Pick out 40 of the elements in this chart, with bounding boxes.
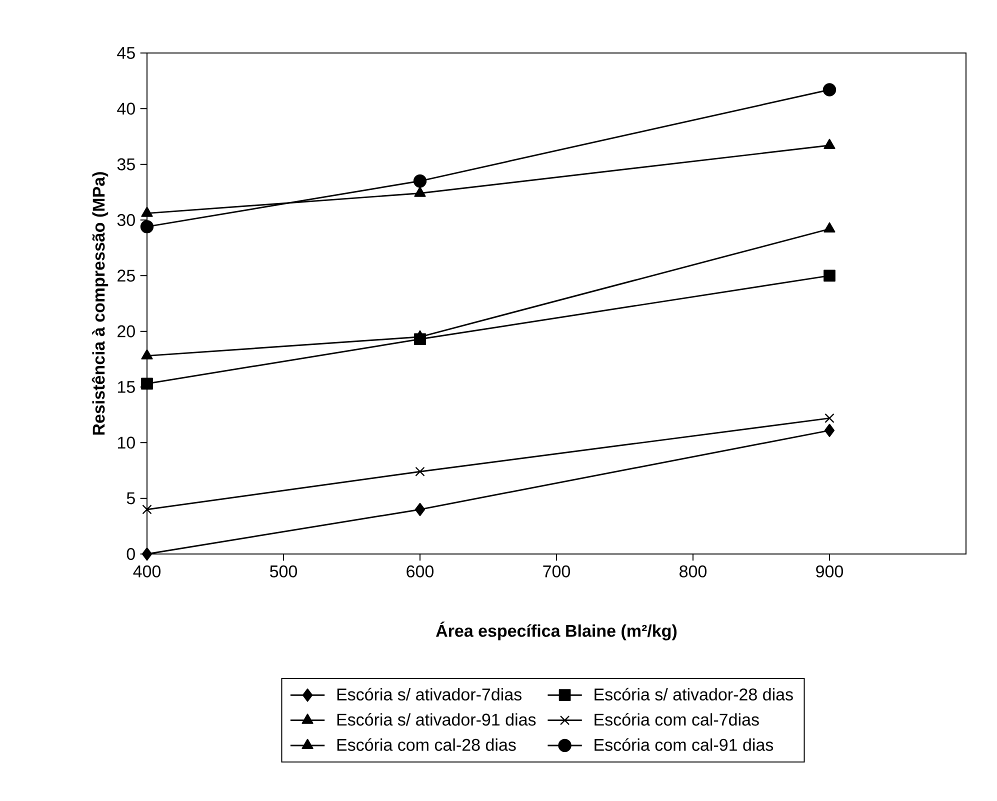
point <box>824 424 835 438</box>
point <box>142 547 152 561</box>
point <box>141 349 153 360</box>
point <box>142 504 152 514</box>
point <box>824 270 836 282</box>
point <box>824 413 834 424</box>
y-tick-label: 15 <box>118 381 135 393</box>
point <box>824 222 836 233</box>
y-axis-title: Resistência à compressão (MPa) <box>92 172 108 435</box>
point <box>413 174 427 188</box>
point <box>414 186 426 197</box>
x-tick-label: 700 <box>543 565 570 578</box>
legend-label: Escória s/ ativador-91 dias <box>337 713 536 726</box>
point <box>415 466 425 476</box>
point <box>140 220 154 234</box>
point <box>141 206 153 217</box>
point <box>824 138 836 150</box>
legend-label: Escória com cal-91 dias <box>594 738 774 751</box>
legend-label: Escória s/ ativador-7dias <box>337 688 522 701</box>
x-tick-label: 600 <box>406 565 434 578</box>
point <box>141 378 153 390</box>
point <box>822 83 836 96</box>
y-tick-label: 40 <box>117 102 135 115</box>
legend-label: Escória s/ ativador-28 dias <box>594 688 793 701</box>
y-tick-label: 35 <box>117 158 135 170</box>
legend-label: Escória com cal-7dias <box>594 713 759 726</box>
y-tick-label: 10 <box>118 436 135 449</box>
x-tick-label: 400 <box>133 565 161 578</box>
y-tick-label: 20 <box>118 325 135 338</box>
x-axis-title: Área específica Blaine (m²/kg) <box>436 622 677 640</box>
y-tick-label: 0 <box>126 548 135 560</box>
x-tick-label: 500 <box>270 565 298 578</box>
y-tick-label: 25 <box>118 270 135 282</box>
legend-label: Escória com cal-28 dias <box>337 738 516 751</box>
y-tick-label: 30 <box>117 214 135 226</box>
point <box>414 502 426 516</box>
y-tick-label: 5 <box>126 492 135 504</box>
y-tick-label: 45 <box>117 47 135 59</box>
x-tick-label: 900 <box>816 565 844 578</box>
x-tick-label: 800 <box>680 565 707 578</box>
